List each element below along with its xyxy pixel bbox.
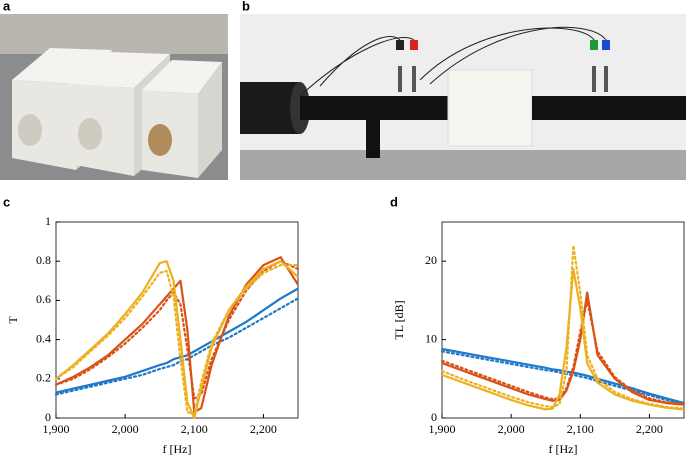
plot-frame [55,221,299,419]
x-tick-label: 1,900 [429,422,456,436]
photo-setup [240,14,686,180]
y-tick-label: 0.6 [36,292,51,306]
y-tick-label: 10 [425,331,437,345]
y-tick-label: 0 [45,410,51,424]
x-tick-label: 2,100 [181,422,208,436]
x-tick-label: 1,900 [43,422,70,436]
panel-label: c [3,194,10,209]
x-tick-label: 2,200 [250,422,277,436]
series-line [55,287,299,394]
y-tick-label: 1 [45,214,51,228]
photo-samples [0,14,228,180]
series-line [55,256,299,414]
series-line [440,299,686,405]
series-line [441,267,685,411]
series-line [54,260,300,400]
x-tick-label: 2,100 [567,422,594,436]
x-tick-label: 2,000 [112,422,139,436]
y-tick-label: 0.2 [36,371,51,385]
panel-label: b [242,0,250,13]
series-line [55,260,299,420]
y-axis-label: T [6,316,20,324]
y-tick-label: 20 [425,253,437,267]
series-line [440,244,686,410]
series-line [54,264,300,416]
panel-label: d [390,194,398,209]
x-axis-label: f [Hz] [549,442,578,456]
x-tick-label: 2,200 [636,422,663,436]
plot-frame [441,221,685,419]
x-tick-label: 2,000 [498,422,525,436]
series-line [441,291,685,406]
y-axis-label: TL [dB] [392,300,406,339]
y-tick-label: 0.8 [36,253,51,267]
panel-label: a [3,0,11,13]
y-tick-label: 0.4 [36,331,51,345]
y-tick-label: 0 [431,410,437,424]
x-axis-label: f [Hz] [163,442,192,456]
